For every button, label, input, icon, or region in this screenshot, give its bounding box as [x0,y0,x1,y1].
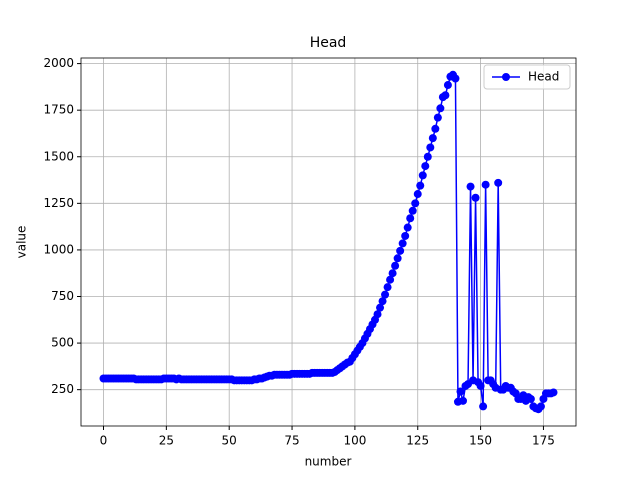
data-point [481,180,490,189]
x-tick-label: 175 [532,434,555,448]
y-tick-label: 500 [51,336,74,350]
y-tick-label: 2000 [43,56,74,70]
data-point [406,214,415,223]
data-point [398,239,407,248]
data-point [421,162,430,171]
x-tick-label: 50 [222,434,237,448]
data-point [416,181,425,190]
data-point [388,269,397,278]
data-point [373,310,382,319]
x-tick-label: 100 [343,434,366,448]
data-point [378,297,387,306]
data-point [479,402,488,411]
data-point [428,134,437,143]
chart-title: Head [310,35,347,51]
x-axis-label: number [305,455,352,469]
data-point [381,290,390,299]
data-point [418,171,427,180]
y-tick-label: 750 [51,289,74,303]
data-point [391,261,400,270]
data-point [476,381,485,390]
data-point [456,387,465,396]
legend-label: Head [528,70,559,84]
x-tick-label: 25 [159,434,174,448]
data-point [494,178,503,187]
data-point [431,124,440,133]
data-point [376,303,385,312]
data-point [393,254,402,263]
data-point [458,396,467,405]
legend-marker [502,73,510,81]
data-point [549,388,558,397]
data-point [436,104,445,113]
y-tick-label: 1000 [43,242,74,256]
data-point [401,231,410,240]
x-tick-label: 0 [100,434,108,448]
x-tick-label: 75 [284,434,299,448]
data-point [423,152,432,161]
data-point [383,283,392,292]
y-tick-label: 250 [51,382,74,396]
data-point [413,190,422,199]
data-point [433,113,442,122]
data-point [408,206,417,215]
data-point [441,91,450,100]
data-point [451,74,460,83]
plot-frame [80,57,577,427]
y-tick-label: 1250 [43,196,74,210]
data-point [536,402,545,411]
data-point [471,193,480,202]
data-point [466,182,475,191]
y-tick-label: 1500 [43,149,74,163]
data-point [526,394,535,403]
y-axis-label: value [15,226,29,259]
data-point [396,246,405,255]
data-point [403,223,412,232]
data-point [386,275,395,284]
y-tick-label: 1750 [43,103,74,117]
data-point [443,81,452,90]
data-point [411,199,420,208]
x-tick-label: 125 [406,434,429,448]
x-tick-label: 150 [469,434,492,448]
legend-box [483,64,571,90]
data-point [426,143,435,152]
